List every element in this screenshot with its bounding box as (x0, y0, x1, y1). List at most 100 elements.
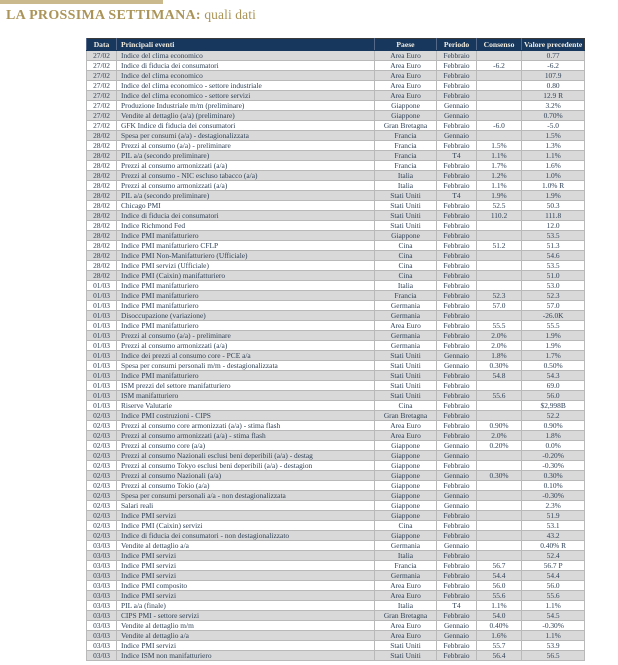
cell-evento: Chicago PMI (116, 200, 375, 211)
cell-data: 28/02 (86, 190, 117, 201)
cell-consenso (476, 460, 522, 471)
table-row: 28/02 Indice PMI Non-Manifatturiero (Uffi… (86, 250, 586, 261)
cell-paese: Giappone (374, 470, 437, 481)
table-row: 02/03 Indice PMI (Caixin) servizi Cina Febb… (86, 520, 586, 531)
page-title: LA PROSSIMA SETTIMANA: quali dati (6, 6, 256, 24)
cell-consenso: 1.6% (476, 630, 522, 641)
cell-evento: Prezzi al consumo armonizzati (a/a) (116, 180, 375, 191)
cell-consenso (476, 50, 522, 61)
cell-periodo: Febbraio (436, 290, 477, 301)
cell-valore-precedente: 0.10% (520, 480, 586, 491)
table-row: 28/02 PIL a/a (secondo preliminare) Stati … (86, 190, 586, 201)
cell-data: 01/03 (86, 400, 117, 411)
cell-periodo: Febbraio (436, 70, 477, 81)
cell-data: 02/03 (86, 420, 117, 431)
cell-paese: Italia (374, 180, 437, 191)
cell-evento: ISM prezzi del settore manifatturiero (116, 380, 375, 391)
cell-valore-precedente: 43.2 (520, 530, 586, 541)
header-valore-precedente: Valore precedente (520, 38, 585, 51)
cell-paese: Italia (374, 600, 437, 611)
table-row: 01/03 Indice PMI manifatturiero Francia Feb… (86, 290, 586, 301)
cell-paese: Francia (374, 290, 437, 301)
cell-periodo: Gennaio (436, 100, 477, 111)
cell-evento: Spesa per consumi (a/a) - destagionalizz… (116, 130, 375, 141)
cell-consenso (476, 110, 522, 121)
cell-valore-precedente: 12.9 R (520, 90, 586, 101)
cell-paese: Giappone (374, 490, 437, 501)
cell-consenso (476, 530, 522, 541)
cell-evento: Indice PMI servizi (116, 590, 375, 601)
cell-periodo: Febbraio (436, 610, 477, 621)
economic-calendar-table: Data Principali eventi Paese Periodo Con… (86, 38, 586, 661)
cell-consenso: 2.0% (476, 430, 522, 441)
cell-valore-precedente: 1.9% (520, 340, 586, 351)
cell-valore-precedente: 54.4 (520, 570, 586, 581)
table-header-row: Data Principali eventi Paese Periodo Con… (86, 38, 585, 51)
cell-valore-precedente: 53.0 (520, 280, 586, 291)
table-row: 28/02 Prezzi al consumo armonizzati (a/a)… (86, 180, 586, 191)
table-row: 02/03 Prezzi al consumo core (a/a) Giappon… (86, 440, 586, 451)
cell-data: 27/02 (86, 90, 117, 101)
cell-paese: Germania (374, 340, 437, 351)
cell-valore-precedente: 52.3 (520, 290, 586, 301)
cell-evento: Vendite al dettaglio (a/a) (preliminare) (116, 110, 375, 121)
cell-periodo: Gennaio (436, 470, 477, 481)
cell-periodo: Gennaio (436, 620, 477, 631)
cell-evento: Indice PMI servizi (116, 560, 375, 571)
cell-paese: Cina (374, 260, 437, 271)
cell-evento: Indice del clima economico (116, 50, 375, 61)
cell-periodo: Febbraio (436, 400, 477, 411)
cell-data: 01/03 (86, 300, 117, 311)
cell-data: 03/03 (86, 640, 117, 651)
cell-data: 01/03 (86, 390, 117, 401)
cell-data: 01/03 (86, 370, 117, 381)
cell-periodo: Febbraio (436, 200, 477, 211)
cell-evento: GFK Indice di fiducia dei consumatori (116, 120, 375, 131)
cell-periodo: T4 (436, 190, 477, 201)
cell-valore-precedente: 1.1% (520, 150, 586, 161)
cell-evento: Indice PMI servizi (116, 570, 375, 581)
cell-paese: Cina (374, 520, 437, 531)
cell-periodo: Febbraio (436, 330, 477, 341)
cell-data: 02/03 (86, 530, 117, 541)
cell-paese: Giappone (374, 460, 437, 471)
cell-periodo: Febbraio (436, 570, 477, 581)
table-row: 03/03 Indice ISM non manifatturiero Stati … (86, 650, 586, 661)
cell-data: 27/02 (86, 80, 117, 91)
cell-data: 01/03 (86, 340, 117, 351)
cell-periodo: Febbraio (436, 160, 477, 171)
cell-evento: Vendite al dettaglio m/m (116, 620, 375, 631)
cell-evento: Indice PMI servizi (Ufficiale) (116, 260, 375, 271)
cell-consenso: 55.7 (476, 640, 522, 651)
cell-consenso (476, 100, 522, 111)
cell-periodo: Febbraio (436, 590, 477, 601)
cell-consenso: -6.2 (476, 60, 522, 71)
cell-paese: Area Euro (374, 580, 437, 591)
cell-evento: Indice Richmond Fed (116, 220, 375, 231)
cell-data: 27/02 (86, 60, 117, 71)
cell-evento: Indice PMI manifatturiero (116, 280, 375, 291)
cell-evento: Prezzi al consumo (a/a) - preliminare (116, 330, 375, 341)
cell-consenso (476, 480, 522, 491)
cell-data: 28/02 (86, 130, 117, 141)
cell-periodo: Febbraio (436, 170, 477, 181)
cell-periodo: Febbraio (436, 300, 477, 311)
cell-valore-precedente: -5.0 (520, 120, 586, 131)
cell-paese: Italia (374, 280, 437, 291)
cell-paese: Area Euro (374, 630, 437, 641)
cell-data: 28/02 (86, 150, 117, 161)
cell-periodo: Gennaio (436, 130, 477, 141)
cell-periodo: Febbraio (436, 220, 477, 231)
cell-paese: Stati Uniti (374, 390, 437, 401)
cell-valore-precedente: 51.9 (520, 510, 586, 521)
table-row: 03/03 Vendite al dettaglio m/m Area Euro Ge… (86, 620, 586, 631)
header-paese: Paese (374, 38, 437, 51)
cell-data: 27/02 (86, 100, 117, 111)
cell-consenso (476, 220, 522, 231)
cell-consenso: 56.4 (476, 650, 522, 661)
cell-paese: Stati Uniti (374, 640, 437, 651)
cell-paese: Giappone (374, 450, 437, 461)
table-row: 01/03 Indice PMI manifatturiero Italia Febb… (86, 280, 586, 291)
cell-evento: PIL a/a (secondo preliminare) (116, 150, 375, 161)
cell-evento: Indice PMI (Caixin) manifatturiero (116, 270, 375, 281)
